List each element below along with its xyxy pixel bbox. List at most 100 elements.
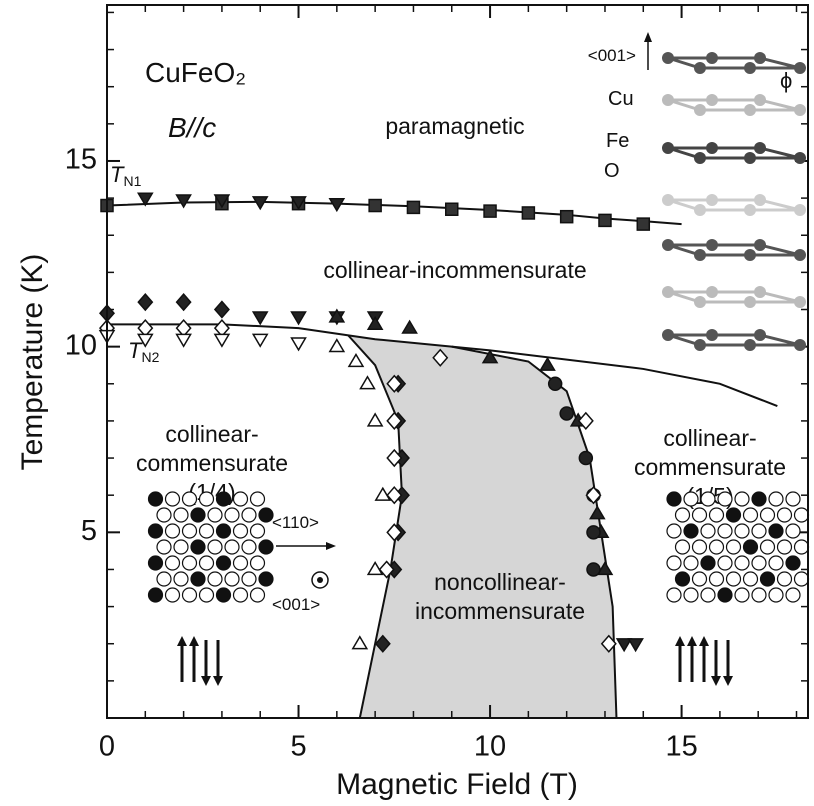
inset-shape <box>701 492 715 506</box>
inset-shape <box>183 588 197 602</box>
inset-shape <box>668 245 800 255</box>
inset-shape <box>710 508 724 522</box>
inset-shape <box>225 508 239 522</box>
marker-triangle-down <box>215 334 229 346</box>
marker-square <box>522 207 534 219</box>
inset-shape <box>754 194 766 206</box>
inset-shape <box>769 588 783 602</box>
marker-triangle-up <box>403 321 417 333</box>
annotation: Cu <box>608 88 634 110</box>
inset-shape <box>744 152 756 164</box>
inset-shape <box>149 556 163 570</box>
inset-shape <box>251 492 265 506</box>
annotation: collinear- <box>663 425 756 451</box>
inset-shape <box>684 492 698 506</box>
inset-shape <box>795 540 809 554</box>
annotation-text: collinear- <box>663 425 756 451</box>
annotation-text: collinear- <box>165 421 258 447</box>
annotation: collinear- <box>165 421 258 447</box>
inset-shape <box>668 200 800 210</box>
annotation-text: Cu <box>608 88 634 110</box>
marker-triangle-down <box>292 312 306 324</box>
annotation: ϕ <box>780 68 792 93</box>
marker-triangle-down <box>253 334 267 346</box>
inset-shape <box>718 492 732 506</box>
marker-triangle-up <box>349 355 363 367</box>
x-tick-label: 5 <box>290 731 306 763</box>
annotation: commensurate <box>136 450 288 476</box>
inset-shape <box>752 492 766 506</box>
marker-triangle-down <box>253 312 267 324</box>
inset-shape <box>217 524 231 538</box>
marker-square <box>561 211 573 223</box>
inset-shape <box>761 508 775 522</box>
inset-shape <box>693 540 707 554</box>
inset-shape <box>769 492 783 506</box>
inset-shape <box>177 636 187 646</box>
inset-shape <box>183 556 197 570</box>
marker-triangle-down <box>177 195 191 207</box>
annotation: TN1 <box>110 162 142 189</box>
inset-shape <box>213 676 223 686</box>
inset-shape <box>706 94 718 106</box>
inset-shape <box>794 296 806 308</box>
inset-shape <box>693 508 707 522</box>
inset-shape <box>208 508 222 522</box>
marker-triangle-down <box>292 338 306 350</box>
y-axis-label: Temperature (K) <box>16 254 49 471</box>
inset-shape <box>701 556 715 570</box>
marker-triangle-up <box>330 340 344 352</box>
annotation-text: incommensurate <box>415 598 585 624</box>
inset-shape <box>667 524 681 538</box>
inset-shape <box>786 524 800 538</box>
inset-shape <box>217 556 231 570</box>
inset-shape <box>174 540 188 554</box>
inset-shape <box>754 142 766 154</box>
inset-shape <box>676 540 690 554</box>
inset-shape <box>701 588 715 602</box>
inset-shape <box>166 492 180 506</box>
inset-shape <box>201 676 211 686</box>
inset-shape <box>684 524 698 538</box>
inset-shape <box>684 588 698 602</box>
marker-square <box>637 218 649 230</box>
inset-shape <box>701 524 715 538</box>
inset-shape <box>754 94 766 106</box>
inset-shape <box>326 542 336 550</box>
x-axis-label: Magnetic Field (T) <box>336 768 578 801</box>
annotation-text: ϕ <box>780 68 792 93</box>
marker-circle <box>587 526 600 539</box>
inset-shape <box>200 492 214 506</box>
inset-shape <box>744 104 756 116</box>
annotation-text: O <box>604 160 620 182</box>
inset-shape <box>251 588 265 602</box>
phase-region <box>348 336 616 718</box>
inset-shape <box>727 508 741 522</box>
inset-shape <box>744 62 756 74</box>
inset-shape <box>174 508 188 522</box>
inset-shape <box>795 572 809 586</box>
annotation-text: commensurate <box>634 454 786 480</box>
inset-shape <box>744 339 756 351</box>
inset-shape <box>786 588 800 602</box>
annotation: <001> <box>272 595 320 614</box>
inset-shape <box>769 524 783 538</box>
inset-shape <box>676 508 690 522</box>
x-tick-label: 10 <box>474 731 506 763</box>
inset-shape <box>259 540 273 554</box>
inset-shape <box>694 152 706 164</box>
inset-shape <box>200 556 214 570</box>
inset-shape <box>794 104 806 116</box>
inset-shape <box>662 239 674 251</box>
annotation-text: <110> <box>272 513 319 532</box>
inset-shape <box>242 572 256 586</box>
annotation-text: noncollinear- <box>434 569 566 595</box>
marker-triangle-up <box>368 317 382 329</box>
inset-shape <box>225 540 239 554</box>
inset-shape <box>208 540 222 554</box>
annotation: CuFeO₂ <box>145 57 246 88</box>
annotation: <110> <box>272 513 319 532</box>
inset-shape <box>778 508 792 522</box>
marker-circle <box>549 377 562 390</box>
annotation-text: B//c <box>168 112 216 143</box>
